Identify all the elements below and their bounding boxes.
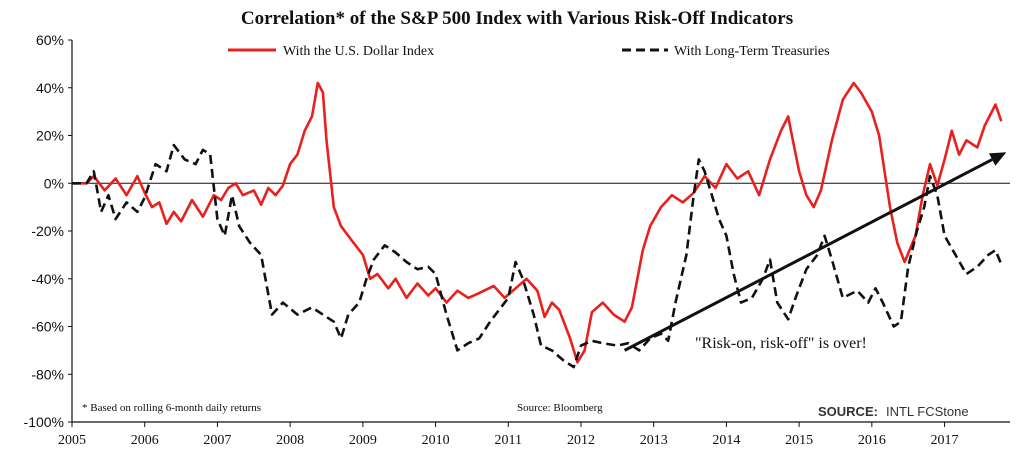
y-tick-label: -100% — [24, 414, 64, 430]
source-value: INTL FCStone — [886, 404, 969, 419]
source-footer: SOURCE: INTL FCStone — [818, 403, 969, 420]
x-tick-label: 2008 — [276, 433, 304, 448]
x-tick-label: 2012 — [567, 433, 595, 448]
legend: With the U.S. Dollar Index With Long-Ter… — [228, 44, 830, 59]
series-line-treasuries — [72, 143, 1003, 369]
x-tick-label: 2015 — [785, 433, 813, 448]
legend-label-treasuries: With Long-Term Treasuries — [674, 44, 830, 59]
legend-label-dollar: With the U.S. Dollar Index — [283, 44, 434, 59]
x-tick-label: 2013 — [640, 433, 668, 448]
x-tick-label: 2016 — [858, 433, 886, 448]
axis-layer: 60% 40% 20% 0% -20% -40% -60% -80% -100% 2005 2006… — [24, 32, 1010, 448]
annotation-layer — [623, 152, 1007, 352]
y-tick-label: 40% — [36, 80, 64, 96]
trend-arrow-shaft — [623, 158, 993, 352]
y-tick-label: -20% — [31, 223, 64, 239]
annotation-risk-on-off: "Risk-on, risk-off" is over! — [695, 335, 867, 352]
y-tick-label: 20% — [36, 128, 64, 144]
x-tick-label: 2005 — [58, 433, 86, 448]
y-tick-label: 0% — [44, 175, 64, 191]
y-tick-label: -40% — [31, 271, 64, 287]
x-tick-label: 2007 — [203, 433, 231, 448]
series-line-dollar-index — [72, 81, 1003, 364]
chart-title: Correlation* of the S&P 500 Index with V… — [241, 8, 793, 29]
y-tick-label: -60% — [31, 319, 64, 335]
source-label: SOURCE: — [818, 404, 878, 419]
x-tick-label: 2014 — [712, 433, 740, 448]
x-tick-label: 2006 — [131, 433, 159, 448]
x-tick-label: 2011 — [495, 433, 522, 448]
y-tick-label: -80% — [31, 366, 64, 382]
series-layer — [72, 81, 1003, 369]
y-tick-label: 60% — [36, 32, 64, 48]
footnote-rolling-returns: * Based on rolling 6-month daily returns — [82, 402, 261, 414]
x-tick-label: 2009 — [349, 433, 377, 448]
x-tick-label: 2010 — [422, 433, 450, 448]
source-bloomberg: Source: Bloomberg — [517, 402, 603, 414]
trend-arrow-head — [988, 152, 1007, 166]
x-tick-label: 2017 — [931, 433, 959, 448]
